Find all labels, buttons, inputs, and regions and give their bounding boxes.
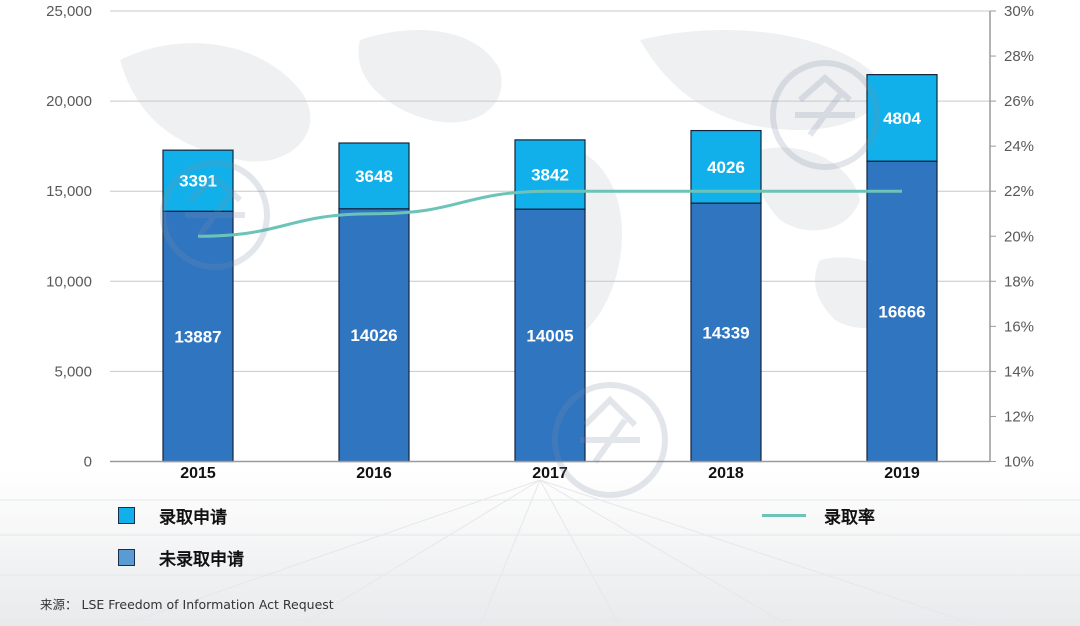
admission-rate-line: [197, 189, 902, 238]
y-tick-label: 0: [84, 454, 92, 471]
x-tick-label: 2015: [180, 465, 216, 482]
legend-swatch-rate: [762, 514, 806, 517]
source-note: 来源： LSE Freedom of Information Act Reque…: [40, 597, 334, 612]
bar-not-admitted: [162, 210, 234, 463]
legend-label-rate: 录取率: [824, 508, 875, 528]
data-label-admitted: 4026: [707, 158, 745, 177]
bar-admitted: [514, 139, 586, 210]
bar-admitted: [338, 142, 410, 210]
x-ticks: 2015 2016 2017 2018 2019: [180, 465, 920, 482]
bar-admitted: [866, 74, 938, 162]
bar-not-admitted: [690, 202, 762, 463]
data-label-admitted: 3842: [531, 166, 569, 185]
y-tick-label: 10,000: [46, 273, 92, 290]
y2-tick-label: 28%: [1004, 48, 1034, 65]
bars: [162, 74, 938, 463]
data-label-not-admitted: 14026: [350, 326, 397, 345]
legend-item-not-admitted: 未录取申请: [118, 545, 244, 570]
data-label-admitted: 3648: [355, 167, 393, 186]
x-tick-label: 2016: [356, 465, 392, 482]
y-tick-label: 20,000: [46, 93, 92, 110]
y-tick-label: 5,000: [54, 363, 92, 380]
left-y-ticks: 0 5,000 10,000 15,000 20,000 25,000: [46, 3, 92, 471]
y2-tick-label: 22%: [1004, 183, 1034, 200]
data-label-not-admitted: 13887: [174, 327, 221, 346]
x-tick-label: 2018: [708, 465, 744, 482]
y2-tick-label: 30%: [1004, 3, 1034, 20]
legend-swatch-not-admitted: [118, 549, 135, 566]
y2-tick-label: 18%: [1004, 273, 1034, 290]
y2-tick-label: 20%: [1004, 228, 1034, 245]
x-tick-label: 2017: [532, 465, 568, 482]
data-label-admitted: 3391: [179, 172, 217, 191]
y-tick-label: 25,000: [46, 3, 92, 20]
data-label-not-admitted: 14339: [702, 323, 749, 342]
bar-not-admitted: [866, 160, 938, 463]
y2-tick-label: 24%: [1004, 138, 1034, 155]
data-label-not-admitted: 14005: [526, 326, 573, 345]
y2-tick-label: 10%: [1004, 454, 1034, 471]
data-label-not-admitted: 16666: [878, 302, 925, 321]
right-y-ticks: 10% 12% 14% 16% 18% 20% 22% 24% 26% 28% 30%: [990, 3, 1034, 471]
y2-tick-label: 26%: [1004, 93, 1034, 110]
bar-admitted: [162, 149, 234, 212]
y-tick-label: 15,000: [46, 183, 92, 200]
legend-label-not-admitted: 未录取申请: [159, 550, 244, 570]
legend-item-admitted: 录取申请: [118, 503, 227, 528]
x-tick-label: 2019: [884, 465, 920, 482]
legend-swatch-admitted: [118, 507, 135, 524]
data-label-admitted: 4804: [883, 109, 921, 128]
y2-tick-label: 14%: [1004, 363, 1034, 380]
data-labels: 13887 3391 14026 3648 14005 3842 14339 4026 1666…: [174, 109, 925, 346]
y2-tick-label: 16%: [1004, 318, 1034, 335]
legend-item-rate: 录取率: [762, 503, 875, 528]
legend-label-admitted: 录取申请: [159, 508, 227, 528]
y2-tick-label: 12%: [1004, 408, 1034, 425]
